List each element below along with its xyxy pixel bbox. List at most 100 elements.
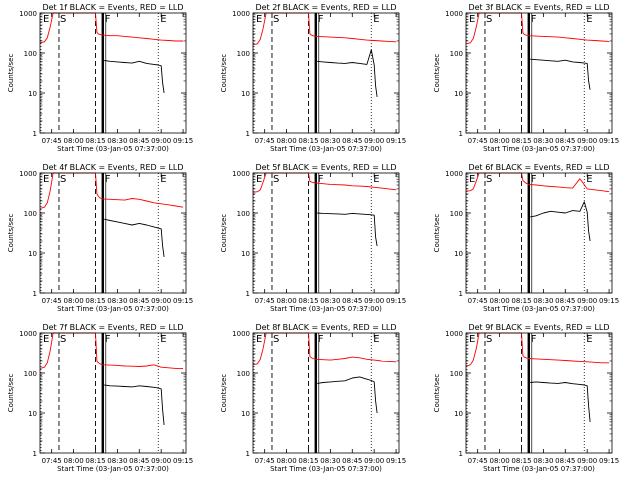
y-tick-label: 1: [246, 130, 250, 138]
y-tick-label: 10: [454, 90, 463, 98]
x-tick-label: 07:45: [42, 297, 62, 305]
x-tick-label: 08:00: [63, 457, 83, 465]
y-tick-label: 10: [28, 410, 37, 418]
events-series-line: [317, 212, 378, 247]
events-series-line: [317, 376, 378, 414]
marker-label: F: [531, 334, 537, 345]
y-tick-label: 1: [246, 450, 250, 458]
y-tick-label: 1000: [19, 10, 37, 18]
marker-label: E: [586, 334, 592, 345]
x-axis-label: Start Time (03-Jan-05 07:37:00): [483, 305, 595, 313]
marker-label: E: [256, 14, 262, 25]
plot-frame: [39, 172, 187, 294]
marker-label: E: [469, 174, 475, 185]
x-tick-label: 08:45: [342, 297, 362, 305]
y-axis-label: Counts/sec: [433, 374, 441, 413]
chart-panel: Det 8f BLACK = Events, RED = LLD Counts/s…: [220, 323, 406, 473]
x-tick-label: 09:00: [364, 137, 384, 145]
x-tick-label: 08:15: [85, 137, 105, 145]
x-tick-label: 08:15: [85, 297, 105, 305]
y-tick-label: 100: [24, 370, 37, 378]
y-axis-label: Counts/sec: [220, 54, 228, 93]
x-axis-label: Start Time (03-Jan-05 07:37:00): [270, 465, 382, 473]
x-tick-label: 09:00: [577, 457, 597, 465]
marker-label: F: [105, 334, 111, 345]
x-tick-label: 08:15: [511, 137, 531, 145]
x-tick-label: 09:15: [386, 457, 406, 465]
marker-label: F: [318, 174, 324, 185]
x-tick-label: 08:15: [85, 457, 105, 465]
plot-frame: [252, 332, 400, 454]
y-tick-label: 1000: [232, 170, 250, 178]
y-axis-label: Counts/sec: [7, 214, 15, 253]
plot-frame: [39, 332, 187, 454]
x-tick-label: 08:45: [555, 137, 575, 145]
x-tick-label: 08:30: [533, 297, 553, 305]
y-tick-label: 10: [241, 90, 250, 98]
marker-label: E: [256, 334, 262, 345]
x-tick-label: 07:45: [255, 297, 275, 305]
x-tick-label: 09:15: [173, 137, 193, 145]
x-tick-label: 08:45: [342, 457, 362, 465]
marker-label: E: [43, 334, 49, 345]
x-axis-label: Start Time (03-Jan-05 07:37:00): [483, 465, 595, 473]
marker-label: E: [43, 174, 49, 185]
chart-title: Det 1f BLACK = Events, RED = LLD: [42, 3, 183, 12]
x-tick-label: 09:00: [151, 137, 171, 145]
y-axis-label: Counts/sec: [7, 374, 15, 413]
x-axis-label: Start Time (03-Jan-05 07:37:00): [57, 305, 169, 313]
x-tick-label: 08:45: [555, 457, 575, 465]
plot-frame: [39, 12, 187, 134]
x-tick-label: 08:30: [320, 457, 340, 465]
y-tick-label: 100: [24, 50, 37, 58]
marker-label: S: [273, 174, 279, 185]
x-axis-label: Start Time (03-Jan-05 07:37:00): [483, 145, 595, 153]
x-tick-label: 08:45: [129, 457, 149, 465]
events-series-line: [317, 49, 378, 97]
x-tick-label: 09:15: [386, 297, 406, 305]
y-tick-label: 1: [459, 130, 463, 138]
x-axis-label: Start Time (03-Jan-05 07:37:00): [57, 145, 169, 153]
events-series-line: [530, 58, 591, 90]
x-axis-label: Start Time (03-Jan-05 07:37:00): [270, 145, 382, 153]
x-tick-label: 08:00: [489, 297, 509, 305]
x-tick-label: 08:00: [63, 137, 83, 145]
chart-panel: Det 4f BLACK = Events, RED = LLD Counts/s…: [7, 163, 193, 313]
x-tick-label: 08:00: [489, 137, 509, 145]
x-tick-label: 08:00: [276, 457, 296, 465]
marker-label: E: [160, 174, 166, 185]
x-tick-label: 08:00: [276, 137, 296, 145]
y-tick-label: 100: [237, 50, 250, 58]
events-series-line: [530, 381, 591, 422]
x-tick-label: 07:45: [42, 457, 62, 465]
y-tick-label: 1: [33, 130, 37, 138]
marker-label: E: [43, 14, 49, 25]
events-series-line: [104, 384, 165, 426]
y-axis-label: Counts/sec: [220, 374, 228, 413]
x-tick-label: 08:45: [342, 137, 362, 145]
x-tick-label: 08:00: [63, 297, 83, 305]
y-tick-label: 10: [241, 410, 250, 418]
chart-title: Det 2f BLACK = Events, RED = LLD: [255, 3, 396, 12]
y-tick-label: 1: [246, 290, 250, 298]
marker-label: S: [273, 334, 279, 345]
chart-title: Det 3f BLACK = Events, RED = LLD: [468, 3, 609, 12]
y-tick-label: 1: [33, 450, 37, 458]
y-tick-label: 10: [454, 250, 463, 258]
x-tick-label: 08:30: [320, 137, 340, 145]
y-tick-label: 1000: [445, 10, 463, 18]
plot-frame: [465, 332, 613, 454]
marker-label: S: [486, 14, 492, 25]
chart-panel: Det 9f BLACK = Events, RED = LLD Counts/s…: [433, 323, 619, 473]
chart-title: Det 9f BLACK = Events, RED = LLD: [468, 323, 609, 332]
marker-label: F: [105, 174, 111, 185]
x-tick-label: 07:45: [255, 137, 275, 145]
y-tick-label: 10: [28, 90, 37, 98]
x-tick-label: 09:15: [599, 457, 619, 465]
chart-title: Det 8f BLACK = Events, RED = LLD: [255, 323, 396, 332]
marker-label: E: [469, 334, 475, 345]
marker-label: E: [160, 334, 166, 345]
plot-frame: [252, 172, 400, 294]
y-tick-label: 10: [454, 410, 463, 418]
y-tick-label: 100: [24, 210, 37, 218]
